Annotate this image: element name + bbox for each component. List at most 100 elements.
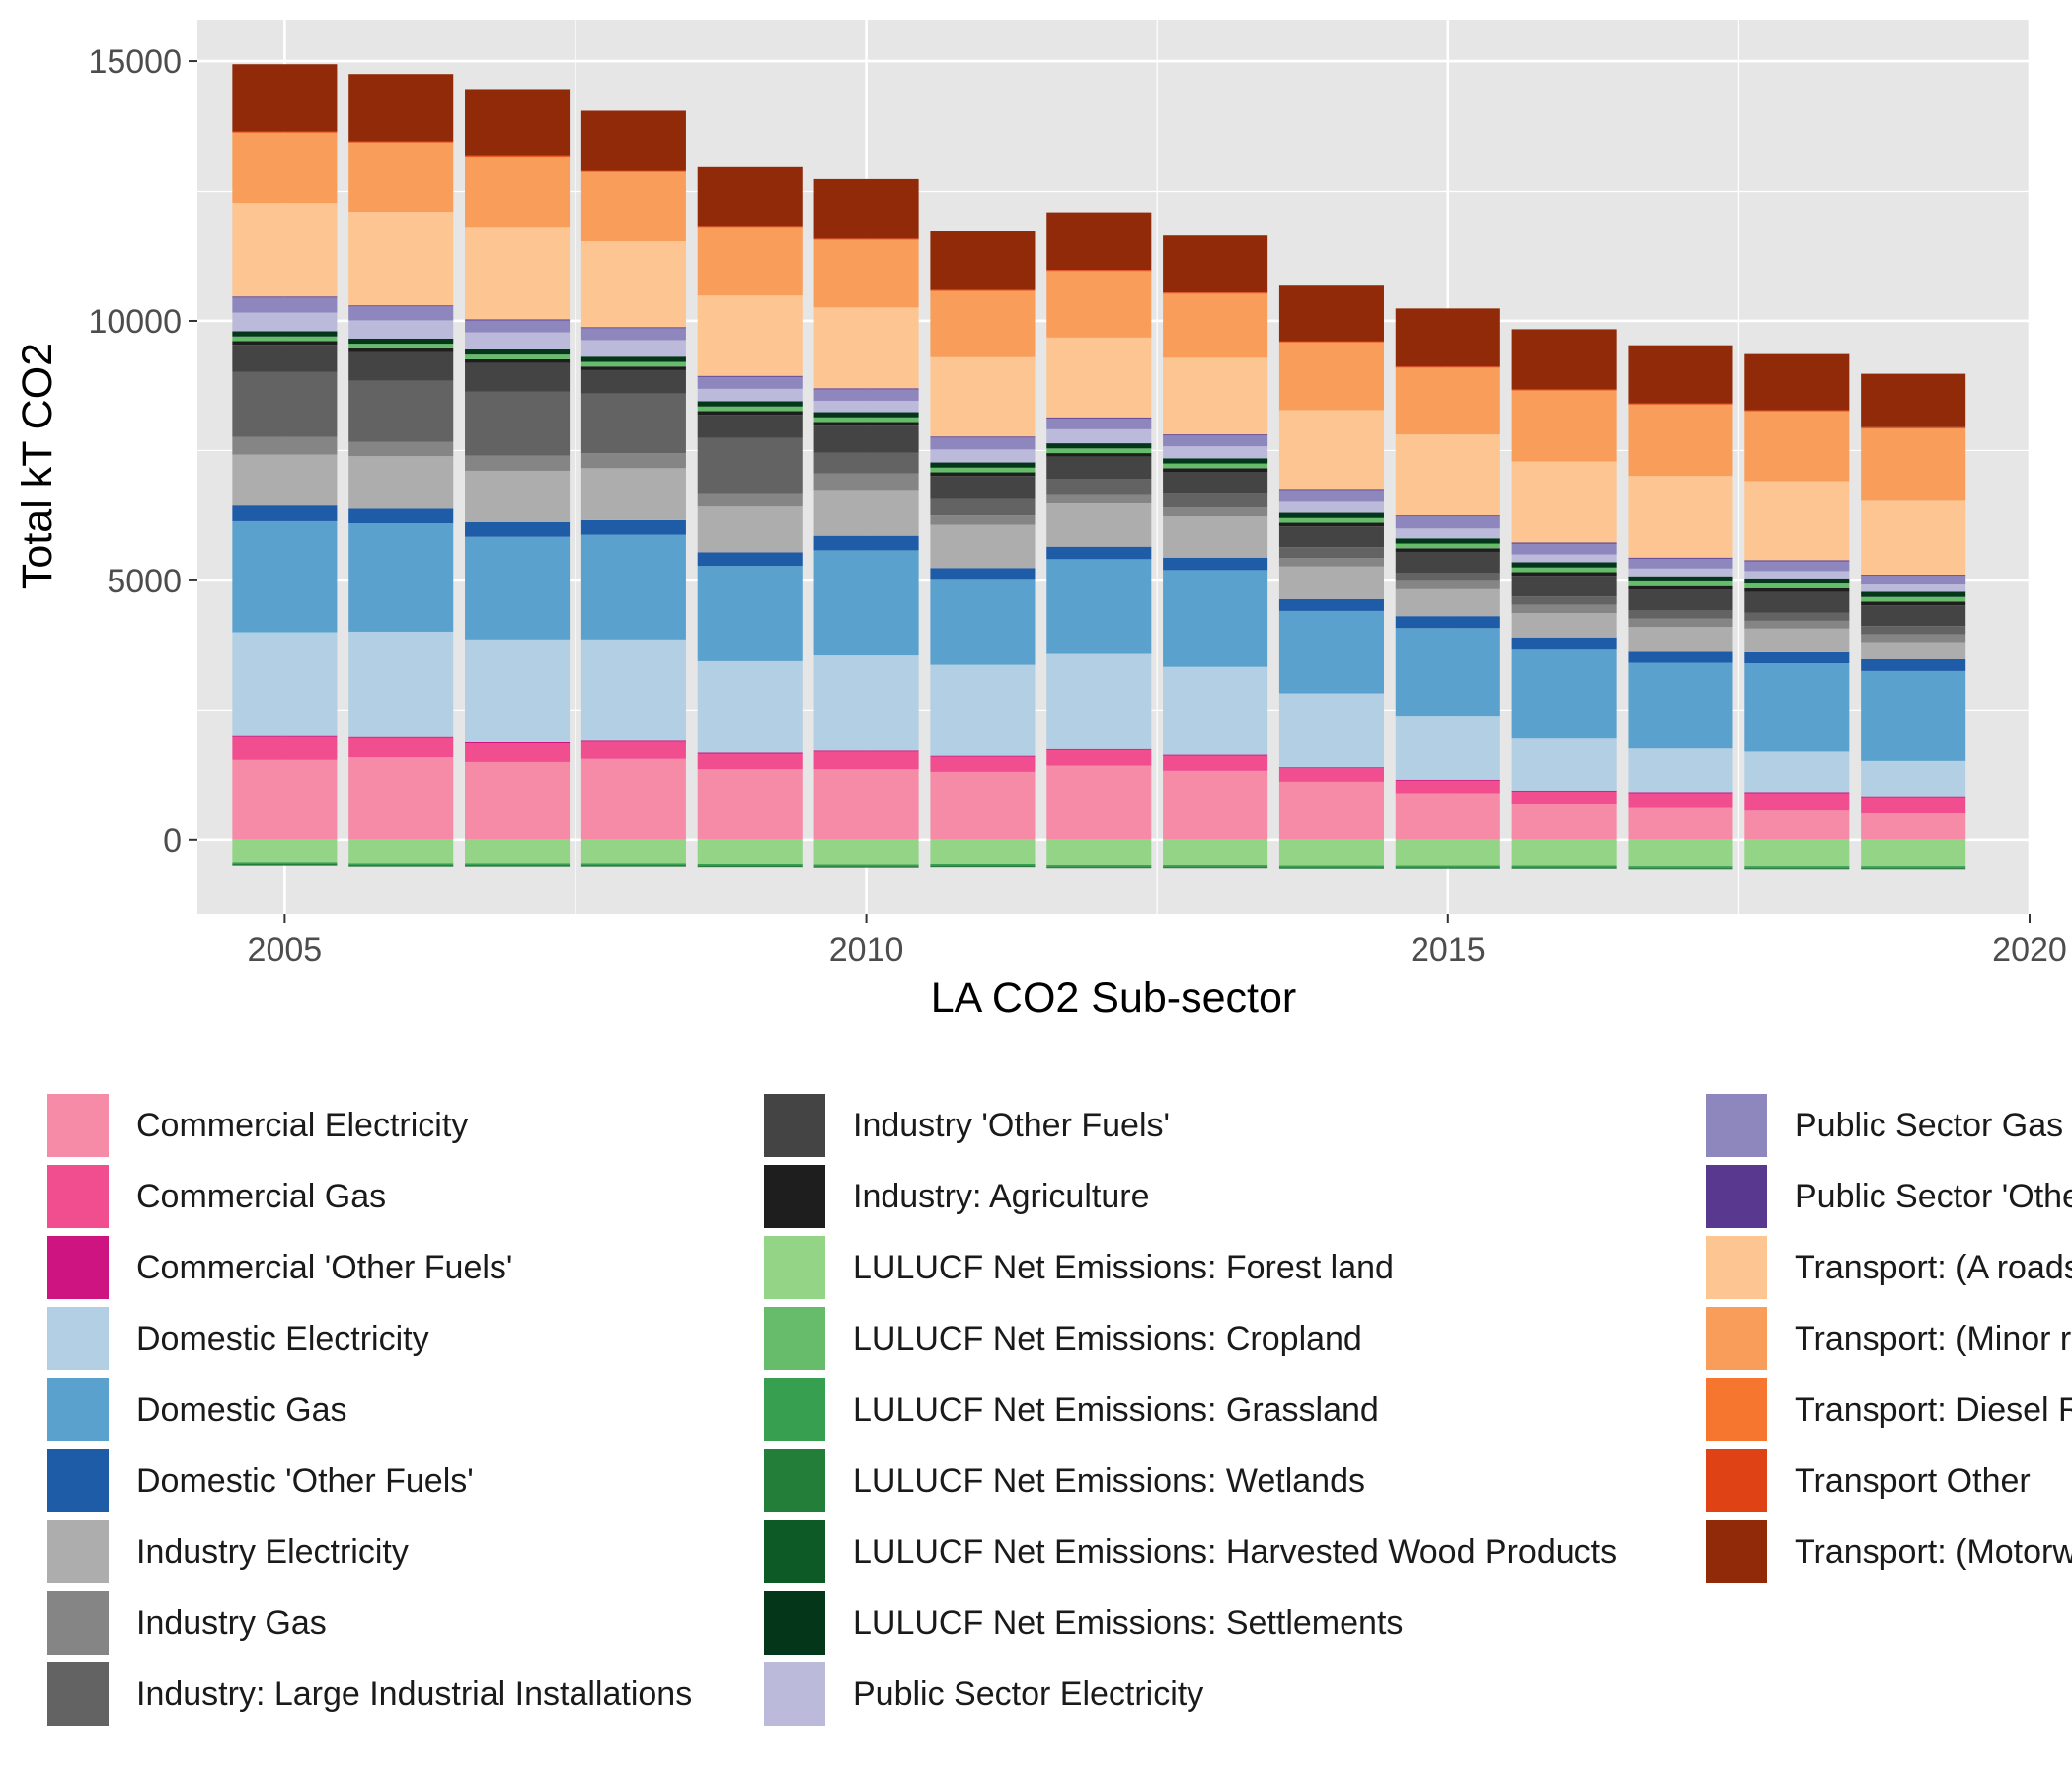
x-tick-label: 2020 — [1992, 931, 2067, 968]
bar-segment — [1395, 538, 1500, 544]
bar-segment — [580, 361, 686, 367]
bar-segment — [1046, 453, 1152, 457]
bar-segment — [1278, 865, 1384, 868]
bar-segment — [232, 436, 338, 455]
bar-segment — [465, 639, 571, 742]
bar-segment — [930, 865, 1036, 867]
bar-segment — [1163, 293, 1268, 358]
bar-segment — [1744, 411, 1850, 412]
bar-segment — [697, 388, 803, 402]
bar-segment — [1046, 428, 1152, 444]
legend-label: LULUCF Net Emissions: Wetlands — [853, 1461, 1365, 1500]
y-tick-label: 0 — [163, 822, 182, 860]
legend-item: Domestic Gas — [45, 1374, 692, 1445]
legend-label: Industry: Large Industrial Installations — [136, 1674, 693, 1713]
bar-segment — [813, 751, 919, 770]
bar-segment — [1278, 342, 1384, 344]
bar-segment — [232, 736, 338, 760]
legend-key — [762, 1376, 827, 1443]
bar-segment — [1395, 367, 1500, 435]
bar-segment — [232, 64, 338, 132]
bar-segment — [232, 132, 338, 134]
bar-segment — [1163, 570, 1268, 667]
bar-stack-2016 — [1511, 329, 1617, 869]
bar-segment — [1511, 868, 1617, 869]
bar-segment — [1628, 403, 1733, 405]
bar-segment — [1046, 503, 1152, 547]
bar-segment — [697, 406, 803, 412]
bar-segment — [930, 462, 1036, 468]
bar-segment — [1395, 367, 1500, 368]
bar-segment — [348, 866, 454, 867]
bar-stack-2013 — [1163, 235, 1268, 869]
bar-segment — [1628, 867, 1733, 869]
legend-item: Transport: (Motorways) — [1704, 1516, 2072, 1587]
bar-segment — [1511, 867, 1617, 869]
bar-segment — [1278, 285, 1384, 342]
bar-segment — [580, 741, 686, 759]
bar-segment — [1744, 663, 1850, 752]
legend-key — [45, 1518, 111, 1585]
bar-segment — [1163, 770, 1268, 840]
bar-segment — [465, 536, 571, 640]
bar-segment — [1395, 588, 1500, 617]
bar-segment — [1046, 270, 1152, 272]
bar-segment — [232, 296, 338, 298]
bar-segment — [697, 411, 803, 416]
bar-segment — [348, 306, 454, 321]
bar-segment — [1046, 748, 1152, 750]
bar-segment — [348, 865, 454, 867]
bar-segment — [1628, 651, 1733, 663]
bar-segment — [1163, 666, 1268, 755]
bar-segment — [1628, 558, 1733, 569]
bar-segment — [1046, 417, 1152, 419]
bar-segment — [930, 771, 1036, 840]
bar-segment — [580, 356, 686, 362]
bar-segment — [580, 340, 686, 357]
bar-segment — [232, 131, 338, 133]
bar-segment — [1163, 292, 1268, 294]
bar-segment — [1046, 546, 1152, 560]
bar-segment — [1744, 578, 1850, 584]
bar-segment — [930, 664, 1036, 756]
legend-key — [45, 1092, 111, 1159]
bar-segment — [1163, 865, 1268, 867]
bar-segment — [813, 866, 919, 868]
legend-key — [45, 1376, 111, 1443]
bar-segment — [580, 639, 686, 741]
bar-segment — [1046, 839, 1152, 866]
legend-item: Transport: (A roads) — [1704, 1232, 2072, 1303]
bar-segment — [813, 238, 919, 240]
bar-segment — [465, 354, 571, 359]
bar-segment — [1395, 551, 1500, 574]
bar-segment — [930, 756, 1036, 772]
legend-item: Commercial Gas — [45, 1161, 692, 1232]
bar-segment — [465, 391, 571, 456]
bar-segment — [697, 753, 803, 770]
bar-segment — [1511, 596, 1617, 605]
bar-segment — [1744, 481, 1850, 561]
bar-segment — [813, 864, 919, 867]
bar-segment — [1163, 754, 1268, 756]
bar-segment — [348, 863, 454, 866]
bar-segment — [1046, 448, 1152, 454]
bar-segment — [1046, 270, 1152, 271]
bar-segment — [1278, 868, 1384, 869]
bar-segment — [1395, 528, 1500, 539]
bar-segment — [1278, 501, 1384, 513]
bar-segment — [1046, 559, 1152, 654]
legend-key — [45, 1163, 111, 1230]
bar-segment — [1861, 426, 1966, 428]
bar-segment — [1278, 490, 1384, 502]
bar-segment — [1278, 781, 1384, 840]
bar-segment — [580, 369, 686, 394]
legend-column-2: Industry 'Other Fuels' Industry: Agricult… — [762, 1090, 1617, 1730]
bar-segment — [813, 452, 919, 474]
bar-segment — [465, 863, 571, 866]
legend-label: Industry: Agriculture — [853, 1177, 1150, 1215]
bar-segment — [348, 456, 454, 509]
bar-segment — [1744, 810, 1850, 840]
bar-segment — [930, 524, 1036, 569]
legend-label: Transport Other — [1795, 1461, 2031, 1500]
legend-key — [45, 1305, 111, 1372]
